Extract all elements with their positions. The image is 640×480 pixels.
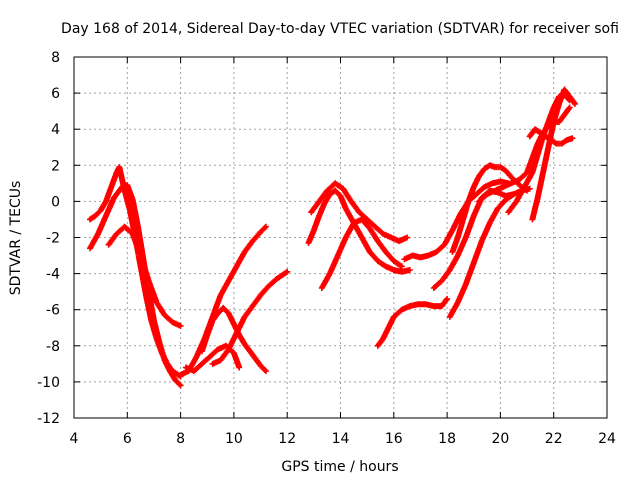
series-track-10 [318, 216, 405, 291]
series-track-19 [526, 126, 576, 147]
series-track-5 [182, 342, 243, 375]
series-track-9 [308, 180, 411, 245]
series-markers [105, 223, 184, 329]
series-track-1 [87, 164, 184, 380]
series-track-6 [198, 304, 269, 375]
x-tick-label: 20 [491, 431, 509, 447]
x-tick-label: 10 [225, 431, 243, 447]
x-tick-label: 8 [176, 431, 185, 447]
x-axis-title: GPS time / hours [281, 459, 398, 475]
x-tick-label: 14 [332, 431, 350, 447]
y-tick-label: -6 [46, 303, 60, 319]
series-markers [198, 304, 269, 375]
y-axis-title: SDTVAR / TECUs [8, 181, 24, 296]
y-tick-label: 0 [51, 194, 60, 210]
y-tick-label: 4 [51, 122, 60, 138]
series-markers [308, 180, 411, 245]
y-tick-label: -2 [46, 231, 60, 247]
series-markers [318, 216, 405, 291]
series-track-3 [105, 223, 184, 329]
series-track-7 [209, 268, 291, 367]
x-tick-label: 16 [385, 431, 403, 447]
grid [74, 57, 607, 418]
y-tick-label: 8 [51, 50, 60, 66]
series-markers [526, 126, 576, 147]
series-track-18 [529, 86, 578, 223]
x-tick-label: 6 [123, 431, 132, 447]
x-tick-label: 18 [438, 431, 456, 447]
y-tick-label: 6 [51, 86, 60, 102]
y-tick-label: -10 [37, 375, 60, 391]
series-markers [87, 164, 184, 380]
series-track-14 [446, 185, 533, 320]
y-tick-label: -12 [37, 411, 60, 427]
series-markers [374, 295, 451, 349]
x-tick-label: 22 [545, 431, 563, 447]
x-tick-label: 24 [598, 431, 616, 447]
series-markers [529, 86, 578, 223]
series-markers [182, 342, 243, 375]
y-tick-label: 2 [51, 158, 60, 174]
y-tick-label: -8 [46, 339, 60, 355]
chart-title: Day 168 of 2014, Sidereal Day-to-day VTE… [61, 21, 619, 37]
y-tick-labels: 8 6 4 2 0 -2 -4 -6 -8 -10 -12 [37, 50, 60, 427]
series-markers [446, 185, 533, 320]
x-tick-labels: 4 6 8 10 12 14 16 18 20 22 24 [70, 431, 616, 447]
data-markers [87, 86, 578, 389]
x-tick-label: 12 [278, 431, 296, 447]
y-tick-label: -4 [46, 267, 60, 283]
x-tick-label: 4 [70, 431, 79, 447]
series-markers [209, 268, 291, 367]
plot-frame [73, 56, 608, 419]
series-track-11 [374, 295, 451, 349]
